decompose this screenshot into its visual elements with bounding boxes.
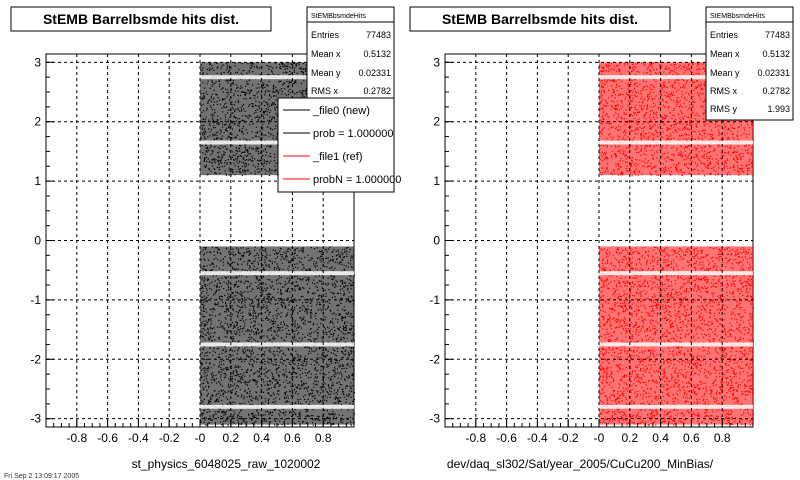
y-tick-label: -1 [30,293,41,307]
x-tick-label: -0.4 [128,431,149,445]
y-tick-label: 2 [433,115,440,129]
stats-label-rms-y: RMS y [710,104,738,114]
y-tick-label: 1 [34,174,41,188]
hit-gap-band [200,140,354,145]
y-tick-label: -2 [429,352,440,366]
footer-timestamp: Fri Sep 2 13:09:17 2005 [4,473,79,480]
hit-points [599,246,755,426]
hit-gap-band [599,404,753,409]
y-tick-label: -3 [30,412,41,426]
y-tick-label: 3 [34,55,41,69]
stats-label-entries: Entries [311,30,340,40]
y-tick-label: 0 [433,234,440,248]
grid-lines [46,54,354,427]
chart-left: StEMB Barrelbsmde hits dist. -0.8 -0.6 -0.… [10,6,401,471]
hit-point-cloud [200,62,356,177]
stats-value-rms-x: 0.2782 [762,86,790,96]
stats-value-mean-x: 0.5132 [762,49,790,59]
x-tick-label: -0.8 [465,431,486,445]
hit-point-cloud [599,246,755,426]
axes: -0.8 -0.6 -0.4 -0.2 -0 0.2 0.4 0.6 0.8 -3 -2 -1 0 1 2 3 [30,55,355,445]
x-tick-label: -0.2 [558,431,579,445]
stats-value-rms-y: 1.993 [767,104,790,114]
scatter-points [599,62,755,426]
chart-title: StEMB Barrelbsmde hits dist. [43,11,239,27]
x-tick-label: -0 [195,431,206,445]
hit-gap-band [599,75,753,80]
y-tick-label: -3 [429,412,440,426]
stats-box: StEMBbsmdeHits Entries 77483 Mean x 0.51… [306,6,395,101]
y-tick-label: -2 [30,352,41,366]
x-tick-label: -0.8 [66,431,87,445]
x-tick-label: 0.2 [222,431,239,445]
stats-label-mean-y: Mean y [311,68,341,78]
hit-gap-band [200,271,354,276]
y-tick-label: 3 [433,55,440,69]
x-tick-label: 0.8 [714,431,731,445]
title-box: StEMB Barrelbsmde hits dist. [409,6,671,32]
hit-gap-band [200,342,354,347]
stats-value-entries: 77483 [765,30,790,40]
stats-label-mean-x: Mean x [311,49,341,59]
stats-label-entries: Entries [710,30,739,40]
hit-point-cloud [200,246,356,426]
stats-value-entries: 77483 [366,30,391,40]
x-axis-label: dev/daq_sl302/Sat/year_2005/CuCu200_MinB… [447,457,714,471]
stats-box: StEMBbsmdeHits Entries 77483 Mean x 0.51… [705,6,794,121]
y-tick-label: 2 [34,115,41,129]
x-tick-label: 0.6 [683,431,700,445]
x-tick-label: 0.4 [652,431,669,445]
hit-gap-band [599,271,753,276]
x-tick-label: -0.2 [159,431,180,445]
hit-points [200,246,356,426]
hit-points [200,62,356,177]
stats-value-mean-y: 0.02331 [358,68,391,78]
stats-value-rms-x: 0.2782 [363,86,391,96]
stats-label-mean-y: Mean y [710,68,740,78]
chart-right: StEMB Barrelbsmde hits dist. -0.8 -0.6 -0.… [409,6,794,471]
x-tick-label: 0.4 [253,431,270,445]
stats-title: StEMBbsmdeHits [710,13,765,20]
stats-value-mean-y: 0.02331 [757,68,790,78]
legend-entry-file1: _file1 (ref) [312,151,363,163]
x-axis-label: st_physics_6048025_raw_1020002 [132,457,321,471]
legend-entry-prob: prob = 1.000000 [313,128,393,140]
y-tick-label: 0 [34,234,41,248]
hit-gap-band [200,404,354,409]
legend-entry-probn: probN = 1.000000 [313,174,401,186]
chart-title: StEMB Barrelbsmde hits dist. [442,11,638,27]
stats-label-mean-x: Mean x [710,49,740,59]
y-tick-label: 1 [433,174,440,188]
stats-value-mean-x: 0.5132 [363,49,391,59]
axes: -0.8 -0.6 -0.4 -0.2 -0 0.2 0.4 0.6 0.8 -3 -2 -1 0 1 2 3 [429,55,754,445]
legend-entry-file0: _file0 (new) [312,105,370,117]
x-tick-label: 0.8 [315,431,332,445]
x-tick-label: -0.6 [496,431,517,445]
y-tick-label: -1 [429,293,440,307]
stats-title: StEMBbsmdeHits [311,13,366,20]
x-tick-label: -0 [594,431,605,445]
title-box: StEMB Barrelbsmde hits dist. [10,6,272,32]
hit-gap-band [599,140,753,145]
hit-gap-band [200,75,354,80]
hit-gap-band [599,342,753,347]
x-tick-label: 0.2 [621,431,638,445]
stats-label-rms-x: RMS x [311,86,339,96]
x-tick-label: -0.6 [97,431,118,445]
stats-label-rms-x: RMS x [710,86,738,96]
x-tick-label: -0.4 [527,431,548,445]
x-tick-label: 0.6 [284,431,301,445]
legend-box: _file0 (new) prob = 1.000000 _file1 (ref… [277,97,401,193]
